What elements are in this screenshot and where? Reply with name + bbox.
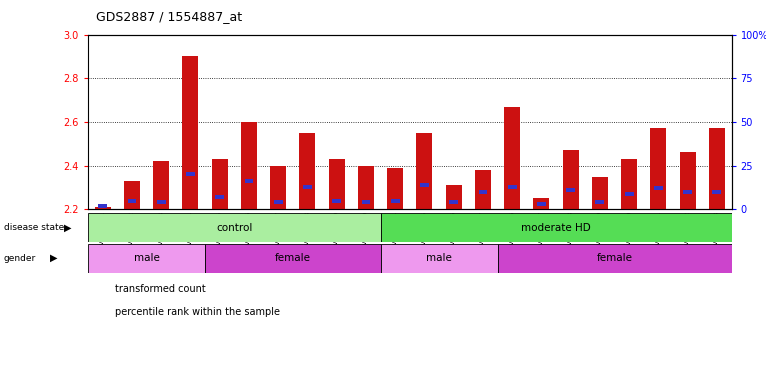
Text: male: male [426, 253, 452, 263]
Bar [211, 159, 228, 209]
Bar [537, 202, 546, 206]
Text: percentile rank within the sample: percentile rank within the sample [115, 307, 280, 317]
Bar [381, 244, 498, 273]
Bar [683, 190, 692, 194]
Bar [124, 181, 140, 209]
Bar [270, 166, 286, 209]
Text: male: male [133, 253, 159, 263]
Text: transformed count: transformed count [115, 284, 205, 294]
Bar [479, 190, 487, 194]
Bar [654, 186, 663, 190]
Bar [566, 188, 575, 192]
Bar [157, 200, 165, 204]
Text: control: control [216, 222, 253, 233]
Bar [709, 129, 725, 209]
Bar [679, 152, 696, 209]
Text: ▶: ▶ [50, 253, 57, 263]
Text: disease state: disease state [4, 223, 64, 232]
Bar [186, 172, 195, 176]
Bar [215, 195, 224, 199]
Bar [381, 213, 732, 242]
Bar [153, 161, 169, 209]
Bar [182, 56, 198, 209]
Bar [475, 170, 491, 209]
Bar [449, 200, 458, 204]
Bar [273, 200, 283, 204]
Text: female: female [597, 253, 633, 263]
Bar [205, 244, 381, 273]
Bar [88, 244, 205, 273]
Bar [332, 199, 341, 202]
Bar [358, 166, 374, 209]
Bar [595, 200, 604, 204]
Bar [244, 179, 254, 183]
Text: ▶: ▶ [64, 222, 71, 233]
Text: female: female [275, 253, 311, 263]
Bar [417, 133, 433, 209]
Bar [508, 185, 516, 189]
Bar [362, 200, 371, 204]
Bar [504, 107, 520, 209]
Bar [329, 159, 345, 209]
Bar [98, 204, 107, 208]
Bar [88, 213, 381, 242]
Bar [241, 122, 257, 209]
Bar [95, 207, 111, 209]
Bar [498, 244, 732, 273]
Bar [650, 129, 666, 209]
Bar [420, 183, 429, 187]
Text: gender: gender [4, 254, 36, 263]
Bar [533, 199, 549, 209]
Bar [300, 133, 316, 209]
Bar [127, 199, 136, 202]
Bar [592, 177, 608, 209]
Bar [712, 190, 722, 194]
Bar [562, 150, 579, 209]
Bar [387, 168, 403, 209]
Bar [446, 185, 462, 209]
Bar [621, 159, 637, 209]
Bar [303, 185, 312, 189]
Bar [625, 192, 633, 195]
Text: GDS2887 / 1554887_at: GDS2887 / 1554887_at [96, 10, 242, 23]
Text: moderate HD: moderate HD [521, 222, 591, 233]
Bar [391, 199, 400, 202]
